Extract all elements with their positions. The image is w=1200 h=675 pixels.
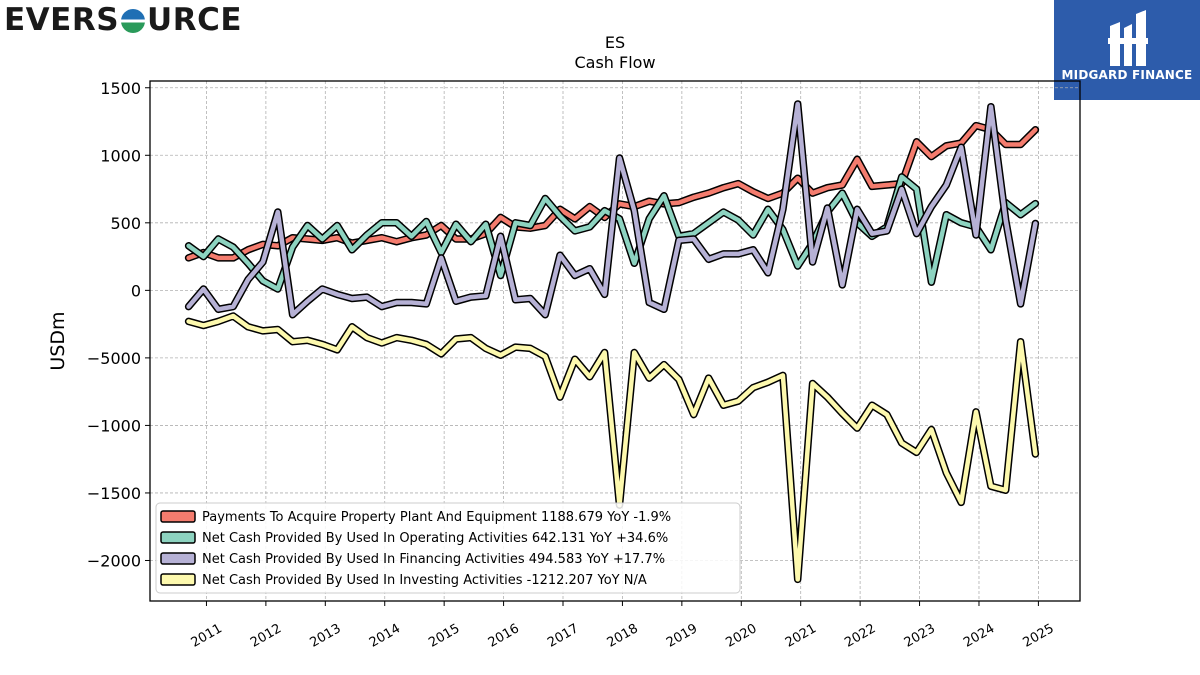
y-axis-label: USDm [47, 311, 69, 370]
y-tick-label: 0 [131, 281, 141, 300]
x-tick-label: 2017 [545, 621, 581, 651]
chart-title: ES [605, 33, 625, 52]
series-2 [184, 100, 1040, 319]
eversource-o-mark-icon [121, 9, 146, 33]
legend-label: Net Cash Provided By Used In Operating A… [202, 531, 668, 546]
x-tick-label: 2012 [248, 621, 284, 651]
x-tick-label: 2022 [842, 621, 878, 651]
x-tick-label: 2019 [664, 621, 700, 651]
x-tick-label: 2014 [367, 621, 403, 651]
x-tick-label: 2011 [189, 621, 225, 651]
legend-swatch [160, 573, 196, 586]
y-tick-label: 1500 [100, 79, 141, 98]
x-tick-label: 2016 [486, 621, 522, 651]
x-tick-label: 2015 [426, 621, 462, 651]
legend-label: Payments To Acquire Property Plant And E… [202, 510, 671, 525]
y-tick-label: 500 [110, 214, 141, 233]
partner-name: MIDGARD FINANCE [1061, 68, 1193, 82]
legend-label: Net Cash Provided By Used In Financing A… [202, 552, 665, 567]
midgard-monogram-icon [1108, 10, 1148, 66]
legend-swatch [160, 552, 196, 565]
series-line [186, 313, 1038, 582]
x-tick-label: 2021 [783, 621, 819, 651]
series-3 [184, 312, 1040, 584]
legend-swatch [160, 531, 196, 544]
y-tick-label: −5000 [87, 349, 141, 368]
chart-subtitle: Cash Flow [574, 53, 655, 72]
y-tick-label: −1000 [87, 416, 141, 435]
x-tick-label: 2018 [605, 621, 641, 651]
legend: Payments To Acquire Property Plant And E… [155, 502, 741, 594]
series-lines [184, 100, 1040, 584]
x-tick-label: 2023 [902, 621, 938, 651]
x-tick-label: 2025 [1021, 621, 1057, 651]
y-tick-label: −2000 [87, 551, 141, 570]
plot-frame [149, 80, 1081, 602]
eversource-logo: EVERS URCE [4, 0, 242, 40]
logo-text-right: URCE [147, 2, 243, 38]
x-tick-label: 2024 [961, 621, 997, 651]
y-tick-label: 1000 [100, 146, 141, 165]
legend-swatch [160, 510, 196, 523]
legend-box [155, 502, 741, 594]
logo-text-left: EVERS [4, 2, 120, 38]
midgard-finance-logo: MIDGARD FINANCE [1054, 0, 1200, 100]
y-tick-label: −1500 [87, 484, 141, 503]
series-line [186, 101, 1038, 317]
x-tick-label: 2020 [723, 621, 759, 651]
x-tick-label: 2013 [307, 621, 343, 651]
legend-label: Net Cash Provided By Used In Investing A… [202, 573, 647, 588]
